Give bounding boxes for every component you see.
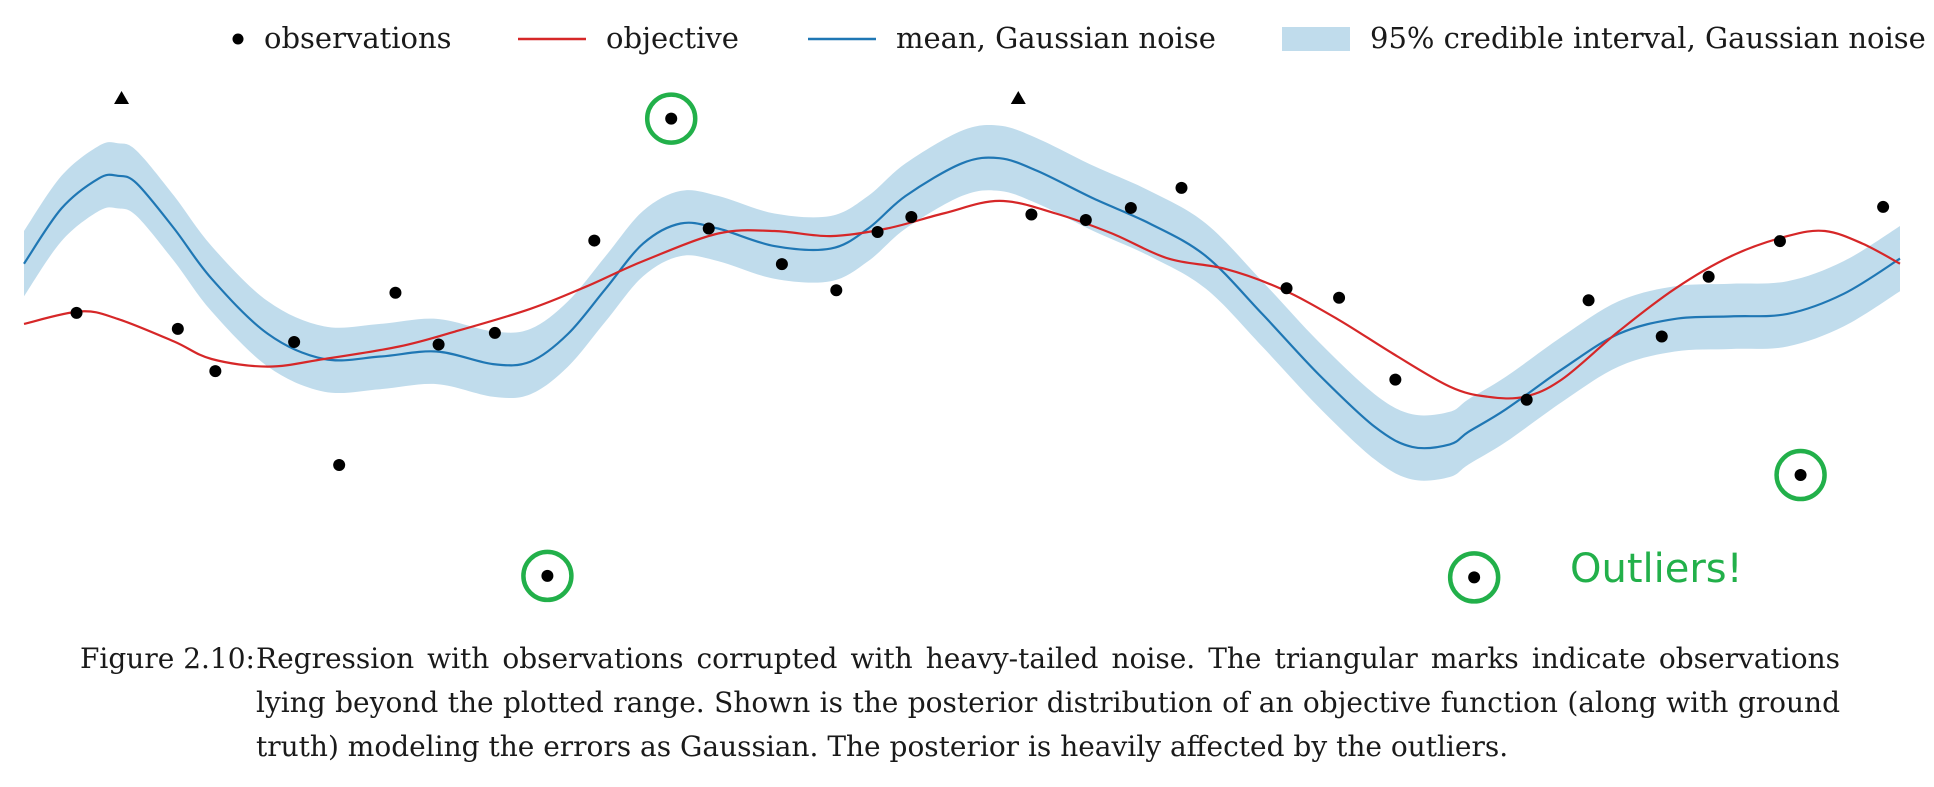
observation-point <box>1468 571 1481 584</box>
observation-point <box>541 569 554 582</box>
observation-point <box>1079 213 1092 226</box>
legend: observations objective mean, Gaussian no… <box>232 21 1926 55</box>
observation-point <box>432 338 445 351</box>
figure-caption: Figure 2.10: Regression with observation… <box>80 637 1840 769</box>
observation-point <box>665 112 678 125</box>
observation-point <box>1124 201 1137 214</box>
outliers-annotation: Outliers! <box>1570 546 1743 592</box>
outlier-circle <box>1447 551 1501 604</box>
outlier-circle <box>521 549 574 603</box>
legend-interval-label: 95% credible interval, Gaussian noise <box>1370 21 1926 55</box>
observation-point <box>70 306 83 319</box>
legend-observations-marker <box>232 33 244 45</box>
legend-mean-label: mean, Gaussian noise <box>896 21 1216 55</box>
legend-observations-label: observations <box>264 21 452 55</box>
observation-point <box>702 222 715 235</box>
observation-point <box>288 335 301 348</box>
observation-point <box>488 326 501 339</box>
outlier-circle <box>1774 448 1827 502</box>
observation-point <box>1333 291 1346 304</box>
observation-point <box>871 226 884 239</box>
observation-point <box>588 234 601 247</box>
observation-point <box>775 258 788 271</box>
observation-point <box>1280 282 1293 295</box>
observation-point <box>1794 469 1807 482</box>
plot-area <box>23 91 1901 604</box>
observation-point <box>333 458 346 471</box>
observation-point <box>1025 208 1038 221</box>
observation-point <box>1655 330 1668 343</box>
credible-interval-band <box>24 124 1900 481</box>
observation-point <box>1389 373 1402 386</box>
observation-point <box>1520 393 1533 406</box>
observation-point <box>1877 200 1890 213</box>
observation-point <box>1702 270 1715 283</box>
legend-interval-swatch <box>1282 27 1350 51</box>
caption-label: Figure 2.10: <box>80 642 255 675</box>
objective-line <box>23 199 1901 400</box>
outlier-circle <box>644 92 698 145</box>
observation-point <box>905 210 918 223</box>
observation-point <box>389 286 402 299</box>
observation-point <box>1582 294 1595 307</box>
chart: observations objective mean, Gaussian no… <box>23 21 1926 604</box>
mean-line <box>23 156 1901 450</box>
observation-point <box>1773 235 1786 248</box>
offscale-triangle-marker <box>1010 91 1026 104</box>
observation-point <box>209 365 222 378</box>
legend-objective-label: objective <box>606 21 739 55</box>
observation-point <box>171 322 184 335</box>
observation-point <box>830 284 843 297</box>
caption-text: Regression with observations corrupted w… <box>256 642 1840 763</box>
offscale-triangle-marker <box>114 91 130 104</box>
observation-point <box>1175 181 1188 194</box>
